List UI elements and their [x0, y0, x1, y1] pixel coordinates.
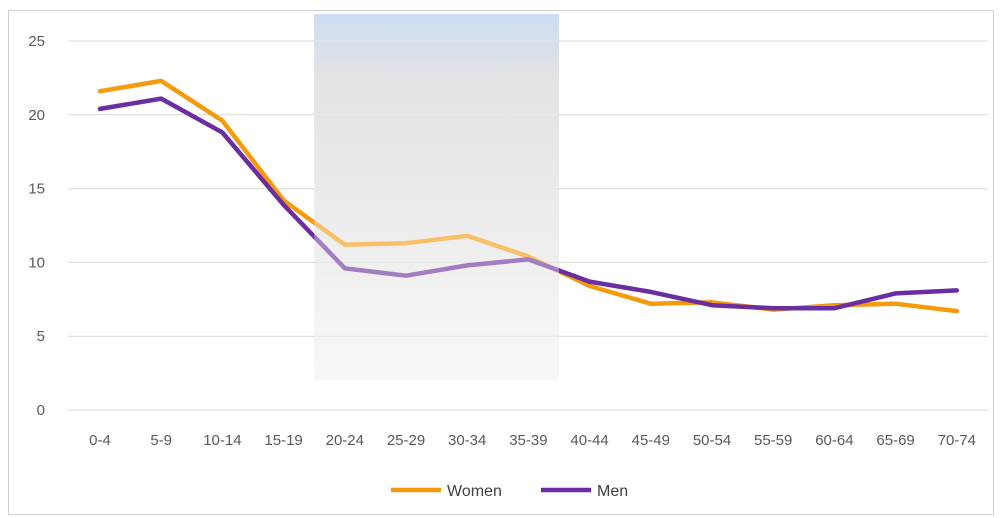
x-tick-label: 70-74 — [938, 432, 976, 449]
x-tick-label: 0-4 — [89, 432, 111, 449]
x-tick-label: 55-59 — [754, 432, 792, 449]
x-tick-label: 25-29 — [387, 432, 425, 449]
x-tick-label: 40-44 — [570, 432, 608, 449]
x-tick-label: 5-9 — [150, 432, 172, 449]
highlight-band — [314, 14, 559, 380]
legend-label-women: Women — [447, 483, 502, 500]
y-tick-label: 20 — [28, 107, 45, 124]
x-tick-label: 30-34 — [448, 432, 486, 449]
legend-label-men: Men — [597, 483, 628, 500]
x-tick-label: 10-14 — [203, 432, 241, 449]
x-tick-label: 60-64 — [815, 432, 853, 449]
x-tick-label: 35-39 — [509, 432, 547, 449]
y-tick-label: 10 — [28, 254, 45, 271]
x-tick-label: 15-19 — [264, 432, 302, 449]
y-tick-label: 0 — [37, 402, 45, 419]
y-tick-label: 25 — [28, 33, 45, 50]
y-tick-label: 15 — [28, 181, 45, 198]
x-tick-label: 65-69 — [876, 432, 914, 449]
y-tick-label: 5 — [37, 328, 45, 345]
x-tick-label: 20-24 — [326, 432, 364, 449]
chart-frame — [8, 10, 994, 515]
series-line-men — [97, 96, 960, 311]
highlight-wash — [314, 14, 559, 380]
x-tick-label: 50-54 — [693, 432, 731, 449]
x-tick-label: 45-49 — [632, 432, 670, 449]
